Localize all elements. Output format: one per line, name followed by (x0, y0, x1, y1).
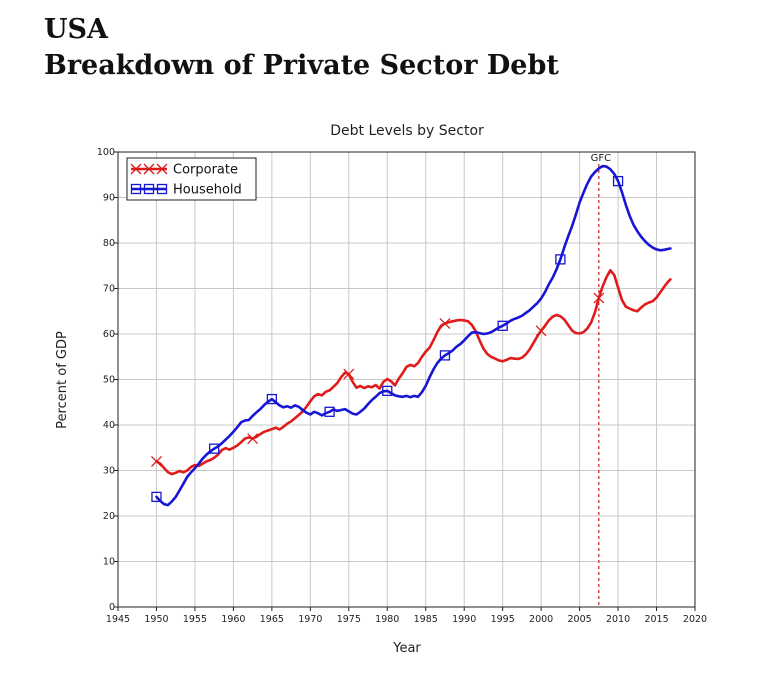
legend-label-corporate: Corporate (173, 163, 238, 178)
marker-corporate (439, 318, 451, 329)
legend-marker-corporate-stroke (143, 163, 155, 175)
x-axis-ticks: 1945 1950 1955 1960 1965 1970 1975 1980 1985 1990… (106, 607, 707, 625)
marker-corporate-stroke (151, 455, 162, 467)
marker-household (151, 491, 162, 503)
marker-household (612, 175, 624, 187)
x-tick-label: 1950 (144, 614, 168, 625)
x-tick-label: 1990 (452, 614, 476, 625)
x-tick-label: 2020 (683, 614, 707, 625)
marker-corporate (343, 368, 355, 380)
x-tick-label: 2000 (529, 614, 553, 625)
x-tick-label: 1965 (260, 614, 284, 625)
marker-corporate (151, 455, 162, 467)
y-axis-ticks: 0 10 20 30 40 50 60 70 80 90 100 (97, 147, 118, 613)
grid-lines (118, 152, 695, 607)
y-tick-label: 40 (103, 420, 115, 431)
marker-household (497, 320, 508, 331)
legend-marker-corporate (156, 163, 168, 175)
series-line-corporate (155, 269, 672, 476)
series-lines (155, 164, 672, 507)
x-tick-label: 2015 (644, 614, 668, 625)
marker-household (555, 254, 566, 265)
legend-marker-corporate (143, 163, 155, 175)
legend-marker-household (156, 183, 168, 195)
legend-marker-corporate (130, 163, 142, 175)
marker-household (324, 406, 335, 417)
annotations: GFC (591, 153, 612, 607)
y-tick-label: 60 (103, 329, 115, 340)
legend-label-household: Household (173, 183, 242, 198)
marker-household (382, 385, 393, 397)
series-markers (151, 175, 624, 503)
y-tick-label: 90 (103, 193, 115, 204)
marker-corporate-stroke (439, 318, 451, 329)
heading-title: Breakdown of Private Sector Debt (44, 50, 559, 81)
marker-corporate (593, 292, 605, 304)
x-tick-label: 1945 (106, 614, 130, 625)
x-tick-label: 1985 (414, 614, 438, 625)
marker-corporate-stroke (535, 325, 547, 337)
x-tick-label: 2010 (606, 614, 630, 625)
y-tick-label: 50 (103, 375, 115, 386)
heading-country: USA (44, 14, 108, 45)
x-axis-title: Year (392, 641, 421, 656)
legend-marker-corporate-stroke (156, 163, 168, 175)
marker-household (439, 350, 451, 361)
marker-corporate-stroke (343, 368, 355, 380)
marker-household (266, 393, 278, 405)
y-tick-label: 10 (103, 557, 115, 568)
y-tick-label: 0 (109, 602, 115, 613)
y-tick-label: 80 (103, 238, 115, 249)
y-tick-label: 100 (97, 147, 115, 158)
gfc-label: GFC (591, 153, 612, 164)
x-tick-label: 1980 (375, 614, 399, 625)
x-tick-label: 1995 (491, 614, 515, 625)
y-tick-label: 70 (103, 284, 115, 295)
x-tick-label: 2005 (568, 614, 592, 625)
marker-corporate (535, 325, 547, 337)
legend-marker-corporate-stroke (130, 163, 142, 175)
legend-marker-household (143, 183, 155, 195)
marker-corporate (247, 433, 259, 445)
y-tick-label: 30 (103, 466, 115, 477)
legend-marker-household (130, 183, 142, 195)
marker-corporate-stroke (247, 433, 259, 445)
y-tick-label: 20 (103, 511, 115, 522)
chart-title: Debt Levels by Sector (330, 123, 484, 139)
x-tick-label: 1960 (221, 614, 245, 625)
page-heading: USA Breakdown of Private Sector Debt (44, 12, 559, 84)
x-tick-label: 1970 (298, 614, 322, 625)
x-tick-label: 1975 (337, 614, 361, 625)
legend: Corporate Household (126, 157, 257, 201)
y-axis-title: Percent of GDP (55, 331, 70, 429)
series-line-household (155, 164, 672, 507)
marker-corporate-stroke (593, 292, 605, 304)
x-tick-label: 1955 (183, 614, 207, 625)
marker-household (209, 443, 220, 454)
